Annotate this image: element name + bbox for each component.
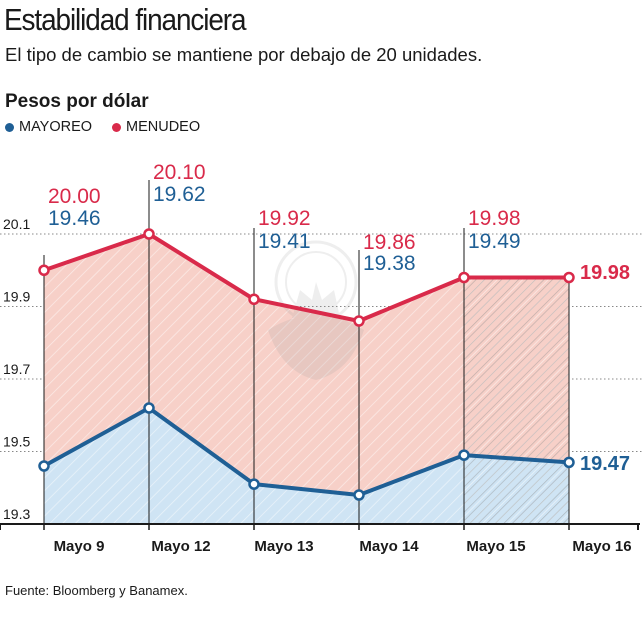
legend-swatch-menudeo [112, 122, 121, 132]
y-tick-label: 19.7 [3, 361, 30, 377]
x-tick-label: Mayo 14 [359, 538, 419, 555]
area-latest-day-hatch [464, 277, 569, 524]
source-note: Fuente: Bloomberg y Banamex. [5, 583, 188, 598]
data-label-mayoreo: 19.49 [468, 230, 521, 253]
data-label-menudeo: 20.00 [48, 185, 101, 208]
data-label-menudeo: 19.98 [580, 262, 630, 284]
legend-label-menudeo: MENUDEO [126, 119, 201, 135]
data-point-menudeo [353, 315, 365, 327]
data-point-menudeo [563, 271, 575, 284]
data-label-menudeo: 19.98 [468, 207, 521, 230]
legend-label-mayoreo: MAYOREO [19, 119, 93, 135]
data-label-menudeo: 20.10 [153, 161, 206, 184]
data-point-mayoreo [458, 449, 470, 461]
chart-subtitle: El tipo de cambio se mantiene por debajo… [5, 44, 483, 65]
series-line-mayoreo [43, 406, 570, 497]
y-tick-label: 20.1 [3, 216, 30, 232]
data-point-mayoreo [38, 460, 50, 472]
data-point-menudeo [248, 293, 260, 305]
data-label-mayoreo: 19.46 [48, 207, 101, 230]
x-tick-label: Mayo 9 [54, 538, 105, 555]
x-tick-label: Mayo 15 [466, 538, 525, 555]
data-point-menudeo [38, 264, 50, 276]
data-point-mayoreo [563, 456, 575, 469]
data-label-menudeo: 19.92 [258, 207, 311, 230]
data-point-mayoreo [353, 489, 365, 501]
series-line-menudeo [43, 232, 569, 323]
x-tick-label: Mayo 16 [572, 538, 631, 555]
x-tick-label: Mayo 13 [254, 538, 313, 555]
y-tick-label: 19.3 [3, 506, 30, 522]
legend-item-mayoreo: MAYOREO [5, 119, 92, 135]
data-point-menudeo [143, 228, 155, 240]
area-hatch [44, 234, 569, 524]
y-tick-label: 19.5 [3, 434, 30, 450]
y-axis-title: Pesos por dólar [5, 91, 149, 112]
data-label-menudeo: 19.86 [363, 231, 416, 254]
data-point-mayoreo [248, 478, 260, 490]
data-label-mayoreo: 19.62 [153, 183, 206, 206]
x-tick-label: Mayo 12 [151, 538, 210, 555]
y-tick-label: 19.9 [3, 289, 30, 305]
data-label-mayoreo: 19.38 [363, 252, 416, 275]
data-label-mayoreo: 19.41 [258, 230, 311, 253]
data-label-mayoreo: 19.47 [580, 453, 630, 475]
legend-swatch-mayoreo [5, 122, 14, 132]
data-point-mayoreo [143, 402, 155, 414]
data-point-menudeo [458, 271, 470, 284]
legend-item-menudeo: MENUDEO [112, 119, 200, 135]
chart-title: Estabilidad financiera [4, 2, 247, 37]
